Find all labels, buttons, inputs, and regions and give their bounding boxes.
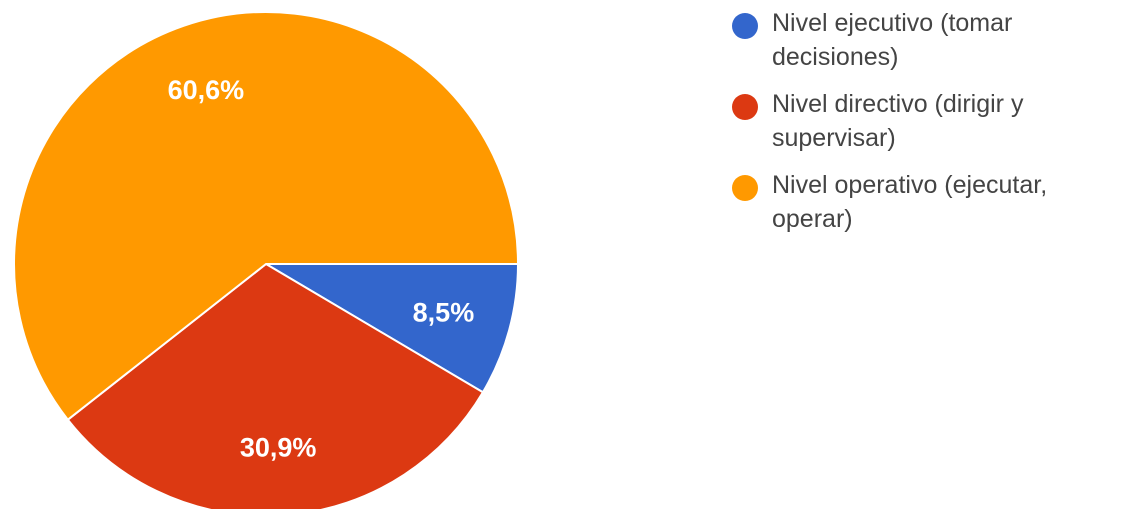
pie-slice-labels: 8,5% 30,9% 60,6%	[168, 75, 475, 462]
legend-item-ejecutivo[interactable]: Nivel ejecutivo (tomar decisiones)	[732, 6, 1122, 74]
pie-slices	[13, 11, 520, 509]
pie-slice-operativo[interactable]	[13, 11, 520, 422]
legend-label-operativo: Nivel operativo (ejecutar, operar)	[772, 171, 1048, 233]
legend-item-directivo[interactable]: Nivel directivo (dirigir y supervisar)	[732, 87, 1122, 155]
legend-item-operativo[interactable]: Nivel operativo (ejecutar, operar)	[732, 168, 1122, 236]
legend-swatch-operativo	[732, 175, 758, 201]
legend: Nivel ejecutivo (tomar decisiones) Nivel…	[732, 6, 1122, 249]
pie-slice-label-ejecutivo: 8,5%	[413, 298, 475, 328]
legend-label-directivo: Nivel directivo (dirigir y supervisar)	[772, 90, 1024, 152]
pie-slice-label-operativo: 60,6%	[168, 75, 245, 105]
legend-swatch-ejecutivo	[732, 13, 758, 39]
pie-plot-area: 8,5% 30,9% 60,6%	[13, 11, 520, 509]
legend-swatch-directivo	[732, 94, 758, 120]
pie-slice-directivo[interactable]	[66, 262, 485, 509]
pie-slice-label-directivo: 30,9%	[240, 433, 317, 463]
legend-label-ejecutivo: Nivel ejecutivo (tomar decisiones)	[772, 9, 1013, 71]
pie-slice-ejecutivo[interactable]	[262, 263, 520, 394]
